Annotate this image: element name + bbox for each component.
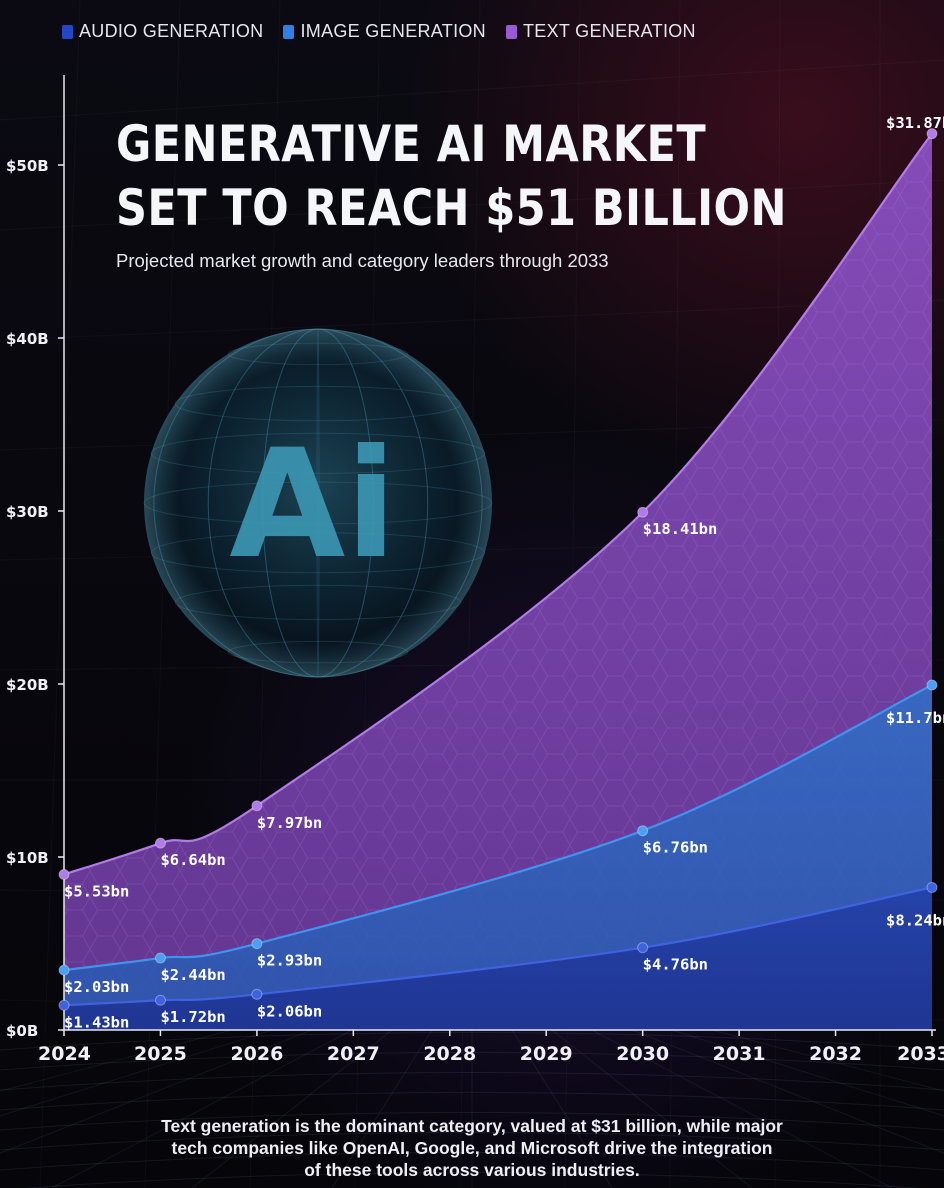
x-tick-label: 2024 bbox=[38, 1043, 91, 1065]
caption-line-2: tech companies like OpenAI, Google, and … bbox=[171, 1138, 773, 1158]
legend-item-image: IMAGE GENERATION bbox=[283, 21, 486, 42]
data-label-text: $6.64bn bbox=[160, 851, 225, 869]
chart-title-block: GENERATIVE AI MARKET SET TO REACH $51 BI… bbox=[116, 112, 896, 272]
y-tick-label: $30B bbox=[6, 503, 49, 521]
caption-line-3: of these tools across various industries… bbox=[304, 1160, 640, 1180]
floor-mesh-line bbox=[0, 1092, 944, 1111]
data-label-audio: $8.24bn bbox=[886, 911, 944, 929]
y-tick-label: $20B bbox=[6, 676, 49, 694]
floor-mesh-line bbox=[551, 1029, 753, 1188]
legend-item-audio: AUDIO GENERATION bbox=[62, 21, 263, 42]
marker-text bbox=[926, 128, 938, 140]
chart-markers bbox=[58, 128, 938, 1011]
x-tick-label: 2029 bbox=[520, 1043, 573, 1065]
marker-image bbox=[251, 938, 263, 950]
marker-image bbox=[926, 679, 938, 691]
chart-areas bbox=[63, 133, 933, 1030]
marker-audio bbox=[251, 988, 263, 1000]
legend-swatch-audio bbox=[62, 24, 73, 39]
y-tick-label: $0B bbox=[6, 1022, 38, 1040]
marker-image bbox=[58, 964, 70, 976]
marker-text bbox=[58, 868, 70, 880]
floor-mesh-line bbox=[0, 1029, 233, 1092]
sphere-ai-text: Ai bbox=[229, 418, 397, 592]
y-tick-label: $40B bbox=[6, 330, 49, 348]
marker-image bbox=[637, 825, 649, 837]
legend-swatch-image bbox=[283, 24, 295, 39]
floor-mesh-line bbox=[0, 1112, 944, 1131]
y-tick-label: $10B bbox=[6, 849, 49, 867]
x-tick-label: 2031 bbox=[713, 1043, 766, 1065]
floor-mesh-line bbox=[0, 1032, 944, 1051]
chart-legend: AUDIO GENERATION IMAGE GENERATION TEXT G… bbox=[62, 21, 696, 42]
floor-mesh-line bbox=[671, 1029, 944, 1117]
data-label-text: $18.41bn bbox=[643, 520, 718, 538]
floor-mesh-line bbox=[631, 1029, 944, 1154]
chart-title-line-2: SET TO REACH $51 BILLION bbox=[116, 179, 787, 237]
marker-text bbox=[154, 837, 166, 849]
floor-mesh-line bbox=[191, 1029, 393, 1188]
x-tick-label: 2032 bbox=[809, 1043, 862, 1065]
ai-sphere: Ai bbox=[143, 328, 493, 678]
floor-mesh-line bbox=[51, 1029, 353, 1188]
data-label-image: $2.03bn bbox=[64, 978, 129, 996]
caption: Text generation is the dominant category… bbox=[0, 1115, 944, 1181]
x-tick-label: 2033 bbox=[897, 1043, 944, 1065]
chart-data-labels: $1.43bn $1.72bn $2.06bn $4.76bn $8.24bn $2.03… bbox=[64, 114, 944, 1031]
data-label-text: $7.97bn bbox=[257, 814, 322, 832]
marker-audio bbox=[154, 994, 166, 1006]
marker-image bbox=[154, 952, 166, 964]
chart-subtitle: Projected market growth and category lea… bbox=[116, 250, 609, 271]
x-tick-label: 2030 bbox=[616, 1043, 669, 1065]
data-label-image: $11.7bn bbox=[886, 709, 944, 727]
data-label-audio: $4.76bn bbox=[643, 956, 708, 974]
caption-line-1: Text generation is the dominant category… bbox=[161, 1116, 783, 1136]
marker-audio bbox=[637, 942, 649, 954]
legend-swatch-text bbox=[505, 24, 517, 39]
chart-axes: $0B $10B $20B $30B $40B $50B 2024 2025 2026 2027 2… bbox=[6, 75, 944, 1065]
background-line bbox=[0, 60, 944, 120]
legend-label-text: TEXT GENERATION bbox=[522, 21, 696, 41]
floor-mesh-line bbox=[20, 1172, 924, 1188]
data-label-audio: $1.43bn bbox=[64, 1013, 129, 1031]
data-label-text: $31.87bn bbox=[886, 114, 944, 132]
floor-mesh-line bbox=[0, 1132, 944, 1151]
data-label-image: $2.44bn bbox=[160, 966, 225, 984]
x-tick-label: 2025 bbox=[134, 1043, 187, 1065]
floor-mesh-line bbox=[0, 1072, 944, 1091]
legend-label-image: IMAGE GENERATION bbox=[300, 21, 486, 41]
y-tick-label: $50B bbox=[6, 157, 49, 175]
x-tick-label: 2027 bbox=[327, 1043, 380, 1065]
legend-label-audio: AUDIO GENERATION bbox=[79, 21, 264, 41]
data-label-audio: $2.06bn bbox=[257, 1002, 322, 1020]
floor-mesh-line bbox=[591, 1029, 893, 1188]
floor-mesh-line bbox=[0, 1152, 944, 1171]
chart-title-line-1: GENERATIVE AI MARKET bbox=[116, 115, 707, 173]
area-audio bbox=[64, 887, 932, 1030]
floor-mesh-line bbox=[0, 1052, 944, 1071]
x-tick-label: 2026 bbox=[230, 1043, 283, 1065]
floor-mesh-line bbox=[0, 1029, 273, 1117]
marker-text bbox=[637, 506, 649, 518]
data-label-image: $6.76bn bbox=[643, 839, 708, 857]
floor-mesh-line bbox=[511, 1029, 613, 1188]
floor-mesh-line bbox=[0, 1029, 313, 1154]
data-label-audio: $1.72bn bbox=[160, 1008, 225, 1026]
marker-audio bbox=[926, 881, 938, 893]
legend-item-text: TEXT GENERATION bbox=[505, 21, 696, 42]
data-label-text: $5.53bn bbox=[64, 882, 129, 900]
floor-mesh-line bbox=[711, 1029, 944, 1092]
x-tick-label: 2028 bbox=[423, 1043, 476, 1065]
data-label-image: $2.93bn bbox=[257, 952, 322, 970]
floor-mesh-line bbox=[331, 1029, 433, 1188]
marker-audio bbox=[58, 999, 70, 1011]
marker-text bbox=[251, 800, 263, 812]
